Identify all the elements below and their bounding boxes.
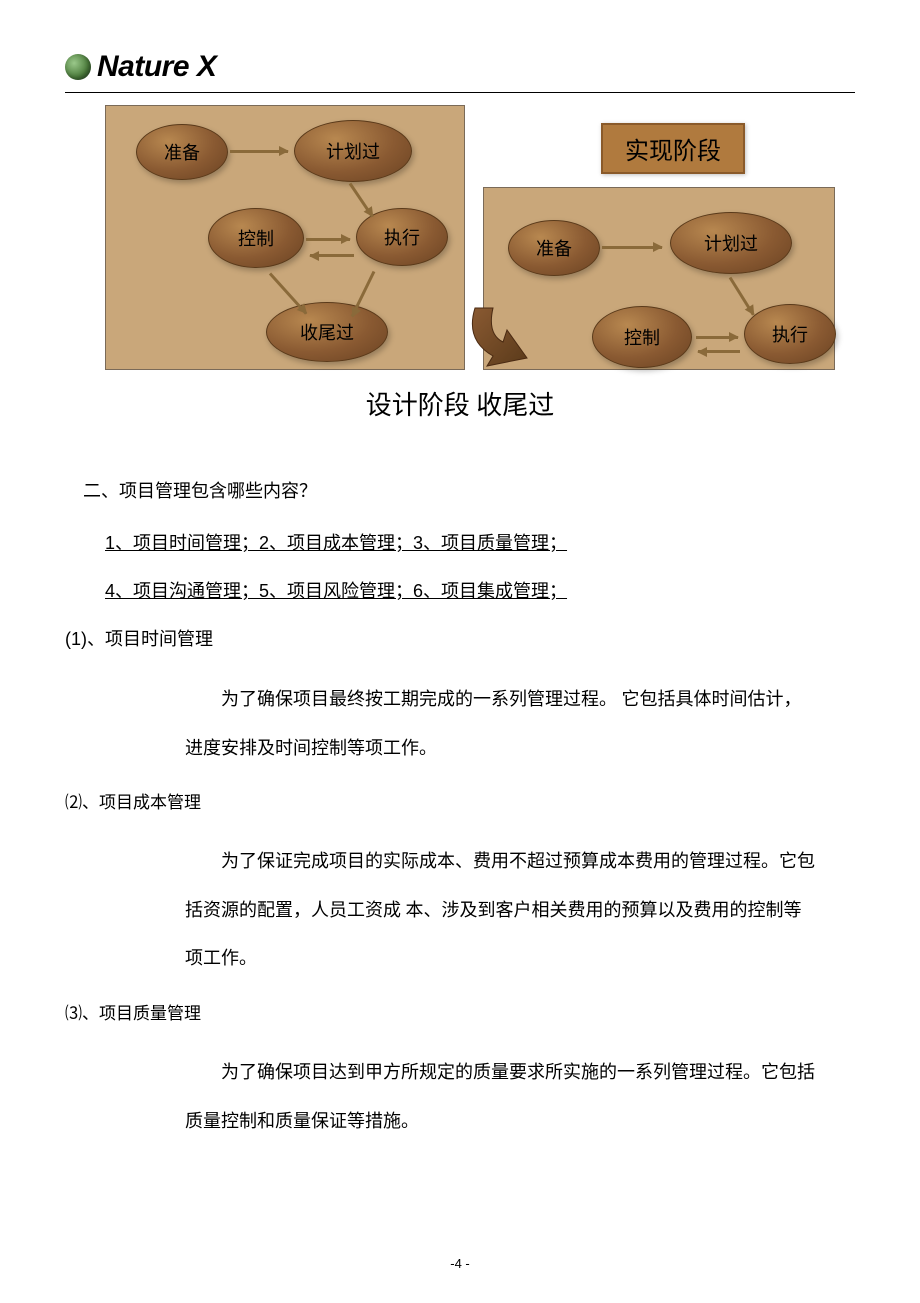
stage-label-implementation: 实现阶段 — [601, 123, 745, 174]
page-number: -4 - — [0, 1256, 920, 1271]
node-prepare-right: 准备 — [508, 220, 600, 276]
page-header: Nature X — [65, 50, 855, 84]
para-cost: 为了保证完成项目的实际成本、费用不超过预算成本费用的管理过程。它包括资源的配置，… — [185, 837, 815, 983]
transition-arrow-icon — [465, 300, 565, 370]
node-plan-left: 计划过 — [294, 120, 412, 182]
design-phase-panel: 准备 计划过 控制 执行 收尾过 — [105, 105, 465, 370]
para-time: 为了确保项目最终按工期完成的一系列管理过程。 它包括具体时间估计，进度安排及时间… — [185, 675, 815, 772]
node-control-left: 控制 — [208, 208, 304, 268]
subhead-cost: ⑵、项目成本管理 — [65, 788, 855, 813]
para-quality: 为了确保项目达到甲方所规定的质量要求所实施的一系列管理过程。它包括质量控制和质量… — [185, 1048, 815, 1145]
arrow — [696, 336, 738, 339]
node-control-right: 控制 — [592, 306, 692, 368]
node-close-left: 收尾过 — [266, 302, 388, 362]
section-heading: 二、项目管理包含哪些内容？ — [83, 477, 855, 503]
process-diagram: 准备 计划过 控制 执行 收尾过 实现阶段 准备 计划过 控制 执行 — [105, 105, 855, 375]
subhead-time: (1)、项目时间管理 — [65, 625, 855, 651]
arrow — [310, 254, 354, 257]
arrow — [230, 150, 288, 153]
header-divider — [65, 92, 855, 93]
node-prepare-left: 准备 — [136, 124, 228, 180]
arrow — [729, 277, 755, 316]
brand-name: Nature X — [97, 50, 216, 84]
pm-content-list-2: 4、项目沟通管理；5、项目风险管理；6、项目集成管理； — [105, 577, 855, 603]
arrow — [698, 350, 740, 353]
arrow — [349, 183, 374, 218]
subhead-quality: ⑶、项目质量管理 — [65, 999, 855, 1024]
logo-icon — [65, 54, 91, 80]
node-plan-right: 计划过 — [670, 212, 792, 274]
diagram-caption: 设计阶段 收尾过 — [65, 385, 855, 422]
arrow — [306, 238, 350, 241]
arrow — [602, 246, 662, 249]
pm-content-list-1: 1、项目时间管理；2、项目成本管理；3、项目质量管理； — [105, 529, 855, 555]
